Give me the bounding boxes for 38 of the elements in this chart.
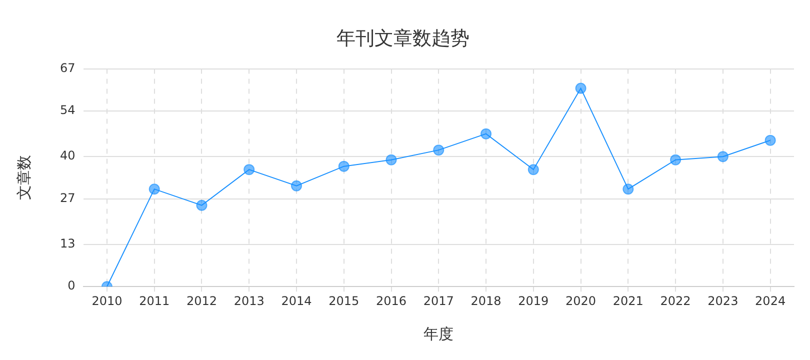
x-tick-label: 2024	[755, 294, 786, 308]
point	[386, 154, 397, 166]
y-axis-title: 文章数	[14, 155, 33, 200]
x-tick-label: 2013	[234, 294, 264, 308]
point	[244, 164, 255, 176]
x-tick-label: 2018	[470, 294, 502, 308]
x-tick-label: 2010	[92, 294, 122, 308]
point	[196, 200, 208, 211]
y-tick-label: 13	[60, 236, 76, 250]
y-tick-label: 40	[60, 148, 76, 163]
chart-title: 年刊文章数趋势	[336, 27, 470, 50]
x-tick-label: 2022	[660, 294, 691, 308]
point	[717, 151, 728, 162]
point	[764, 134, 776, 146]
point	[528, 164, 539, 176]
x-tick-label: 2019	[518, 294, 549, 308]
point	[433, 144, 444, 156]
x-tick-label: 2021	[612, 294, 644, 308]
point	[290, 180, 302, 192]
y-tick-label: 67	[60, 60, 76, 75]
y-tick-label: 54	[60, 103, 76, 118]
x-tick-label: 2017	[423, 294, 454, 308]
point	[575, 82, 586, 94]
point	[480, 128, 492, 140]
x-tick-label: 2011	[139, 294, 170, 308]
y-tick-label: 27	[60, 190, 76, 205]
x-tick-label: 2014	[281, 294, 312, 308]
y-tick-label: 0	[68, 278, 76, 293]
x-tick-label: 2023	[708, 294, 738, 308]
point	[148, 184, 160, 195]
x-tick-label: 2012	[186, 294, 217, 308]
x-axis-title: 年度	[424, 324, 454, 343]
x-tick-label: 2015	[328, 294, 360, 308]
x-tick-label: 2020	[566, 294, 596, 308]
point	[670, 154, 682, 166]
x-tick-label: 2016	[376, 294, 407, 308]
point	[622, 184, 634, 195]
point	[338, 160, 350, 172]
